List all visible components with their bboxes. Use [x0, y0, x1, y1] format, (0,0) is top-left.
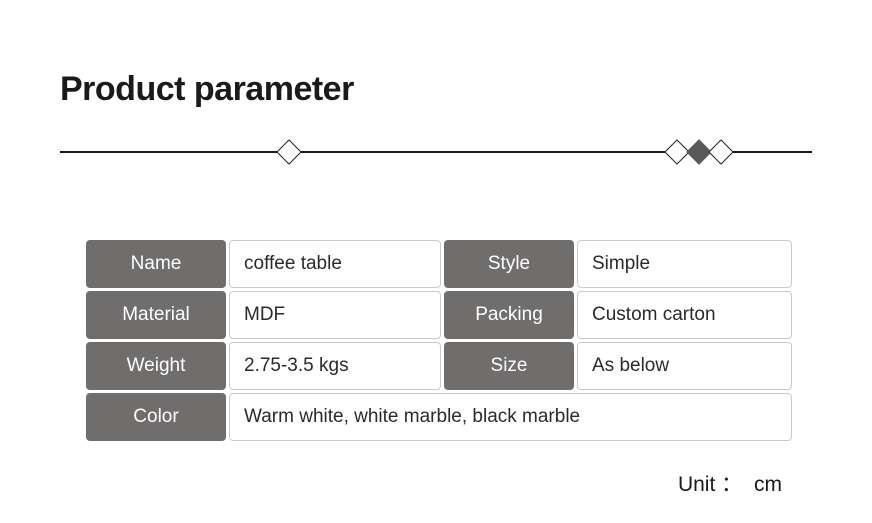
cell-value-style: Simple: [577, 240, 792, 288]
unit-text: Unit: [678, 473, 715, 496]
diamond-icon: [276, 139, 301, 164]
cell-label-color: Color: [86, 393, 226, 441]
cell-value-color: Warm white, white marble, black marble: [229, 393, 792, 441]
cell-label-name: Name: [86, 240, 226, 288]
cell-label-size: Size: [444, 342, 574, 390]
cell-label-material: Material: [86, 291, 226, 339]
unit-separator: ：: [721, 473, 742, 496]
table-row: Weight 2.75-3.5 kgs Size As below: [86, 342, 792, 390]
diamond-icon: [708, 139, 733, 164]
cell-value-material: MDF: [229, 291, 441, 339]
unit-label: Unit ： cm: [678, 468, 782, 498]
page-title: Product parameter: [60, 70, 354, 109]
cell-value-packing: Custom carton: [577, 291, 792, 339]
cell-label-weight: Weight: [86, 342, 226, 390]
unit-value: cm: [754, 473, 782, 496]
table-row: Color Warm white, white marble, black ma…: [86, 393, 792, 441]
table-row: Name coffee table Style Simple: [86, 240, 792, 288]
cell-value-name: coffee table: [229, 240, 441, 288]
parameter-table: Name coffee table Style Simple Material …: [86, 240, 792, 444]
cell-label-packing: Packing: [444, 291, 574, 339]
divider: [60, 140, 812, 164]
cell-value-weight: 2.75-3.5 kgs: [229, 342, 441, 390]
cell-value-size: As below: [577, 342, 792, 390]
cell-label-style: Style: [444, 240, 574, 288]
table-row: Material MDF Packing Custom carton: [86, 291, 792, 339]
